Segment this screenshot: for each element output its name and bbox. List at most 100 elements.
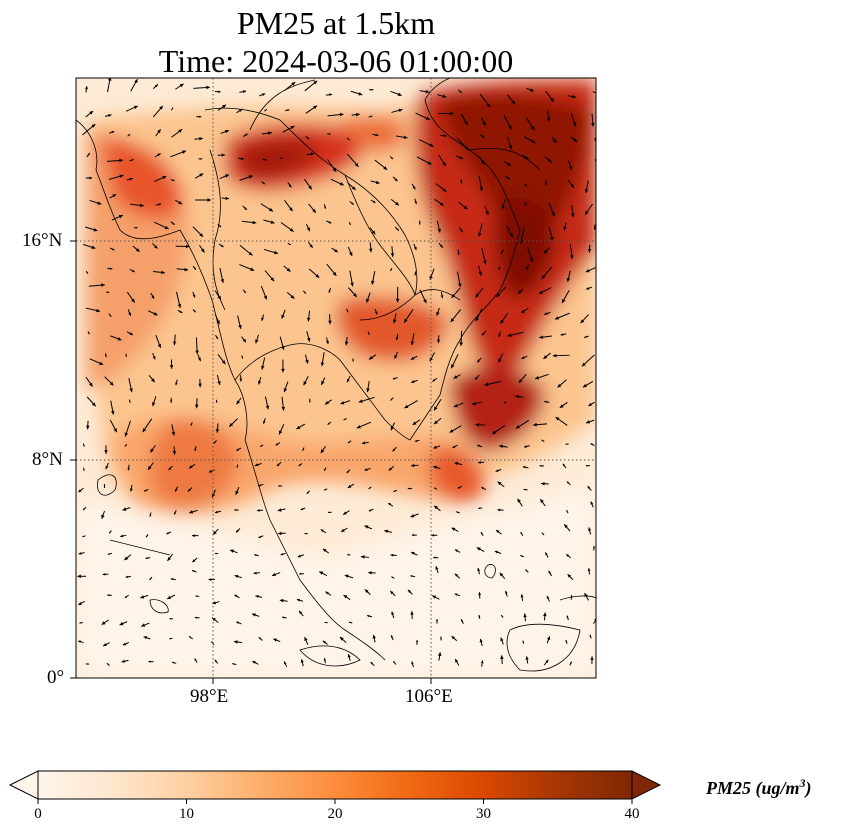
wind-vector-arrowhead (305, 359, 309, 364)
wind-vector-arrowhead (167, 556, 172, 561)
wind-vector-arrowhead (299, 610, 303, 615)
wind-vector-arrowhead (587, 486, 591, 489)
wind-vector-arrowhead (308, 400, 311, 403)
wind-vector-arrowhead (565, 443, 568, 445)
wind-vector-arrowhead (501, 251, 504, 254)
wind-vector-arrowhead (589, 634, 592, 637)
wind-vector-arrowhead (478, 271, 482, 276)
wind-vector-arrowhead (306, 227, 310, 232)
wind-vector-arrowhead (93, 227, 98, 232)
wind-vector-arrowhead (544, 183, 548, 186)
wind-vector-arrowhead (328, 290, 331, 293)
colorbar-label-close: ) (805, 778, 812, 798)
wind-vector-arrowhead (453, 403, 458, 408)
wind-vector-arrowhead (105, 355, 107, 358)
wind-vector-arrowhead (411, 552, 415, 555)
wind-vector-arrowhead (507, 176, 510, 180)
wind-vector-arrowhead (590, 122, 595, 127)
wind-vector-arrowhead (234, 574, 239, 579)
wind-vector-arrowhead (274, 250, 278, 255)
coastlines (76, 78, 596, 672)
wind-vector-arrowhead (410, 514, 415, 518)
wind-vector-arrowhead (263, 295, 267, 300)
wind-vector-arrowhead (414, 439, 418, 442)
wind-vector-arrowhead (392, 448, 396, 452)
wind-vector-arrowhead (329, 133, 331, 135)
wind-vector-arrowhead (499, 444, 503, 449)
wind-vector-arrowhead (548, 570, 552, 574)
wind-vector-arrowhead (256, 509, 260, 512)
wind-vector-arrowhead (479, 187, 484, 191)
wind-vector-arrowhead (550, 236, 554, 241)
wind-vector-arrowhead (588, 402, 592, 406)
wind-vector-arrowhead (289, 227, 294, 232)
wind-vector-arrowhead (505, 590, 508, 594)
wind-vector-arrowhead (129, 401, 131, 403)
wind-vector-arrowhead (323, 658, 327, 661)
wind-vector-arrowhead (229, 422, 234, 427)
wind-vector-arrowhead (520, 594, 524, 598)
wind-vector-arrowhead (111, 131, 115, 134)
wind-vector-arrowhead (585, 268, 590, 273)
wind-vector-arrowhead (390, 269, 392, 271)
wind-vector-arrowhead (97, 201, 102, 205)
wind-vector-arrowhead (477, 567, 481, 572)
wind-vector-arrowhead (482, 121, 486, 126)
wind-vector-arrowhead (541, 481, 545, 486)
wind-vector-arrowhead (262, 182, 265, 185)
wind-vector-arrowhead (541, 439, 544, 442)
wind-vector-arrowhead (394, 178, 398, 182)
wind-vector-arrowhead (242, 338, 246, 343)
wind-vector-arrowhead (121, 659, 125, 663)
wind-vector-arrowhead (217, 295, 221, 300)
wind-vector-arrowhead (585, 210, 589, 215)
wind-vector-arrowhead (238, 324, 242, 329)
wind-vector-arrowhead (472, 401, 476, 406)
wind-vector-arrowhead (460, 229, 463, 233)
wind-vector-arrowhead (390, 398, 393, 401)
wind-vector-arrowhead (425, 116, 430, 120)
wind-vector-arrowhead (566, 554, 570, 557)
wind-vector-arrowhead (506, 162, 511, 166)
wind-vector-arrowhead (224, 129, 229, 134)
wind-vector-arrowhead (481, 332, 485, 336)
wind-vector-arrowhead (590, 501, 594, 505)
wind-vector-arrowhead (199, 115, 202, 118)
wind-vector-arrowhead (303, 381, 307, 386)
wind-vector-arrowhead (391, 611, 395, 615)
wind-vector-arrowhead (260, 445, 262, 447)
wind-vector-arrowhead (248, 251, 253, 256)
wind-vector-arrowhead (252, 613, 256, 617)
wind-vector-arrowhead (199, 233, 204, 237)
wind-vector-arrowhead (128, 312, 132, 316)
wind-vector-arrowhead (366, 388, 370, 393)
wind-vector-arrowhead (172, 661, 175, 664)
wind-vector-arrowhead (328, 221, 332, 224)
wind-vector-arrowhead (148, 660, 151, 663)
colorbar-extend-min (8, 770, 39, 800)
wind-vector-arrowhead (82, 535, 84, 538)
wind-vector-arrowhead (535, 376, 540, 380)
wind-vector-arrowhead (154, 84, 158, 88)
wind-vector-arrowhead (134, 79, 138, 84)
wind-vector-arrowhead (215, 401, 218, 403)
wind-vector-arrowhead (511, 100, 515, 105)
wind-vector-arrowhead (562, 463, 566, 467)
wind-vector-arrowhead (118, 215, 123, 219)
wind-vector-arrowhead (371, 280, 375, 285)
wind-vector-arrowhead (343, 511, 347, 515)
wind-vector-arrowhead (194, 448, 197, 452)
x-tick-label-106e: 106°E (405, 686, 453, 707)
wind-vector-arrowhead (355, 112, 360, 117)
wind-vector-arrowhead (450, 111, 454, 116)
wind-vector-arrowhead (107, 553, 110, 555)
wind-vector-arrowhead (248, 175, 253, 179)
wind-vector-arrowhead (517, 290, 522, 294)
wind-vector-arrowhead (481, 487, 484, 490)
wind-vector-arrowhead (310, 152, 315, 156)
wind-vector-arrowhead (411, 661, 414, 665)
wind-vector-arrowhead (124, 445, 127, 447)
wind-vector-arrowhead (152, 356, 156, 360)
wind-vector-arrowhead (152, 402, 156, 407)
axis-ticks (70, 240, 432, 684)
